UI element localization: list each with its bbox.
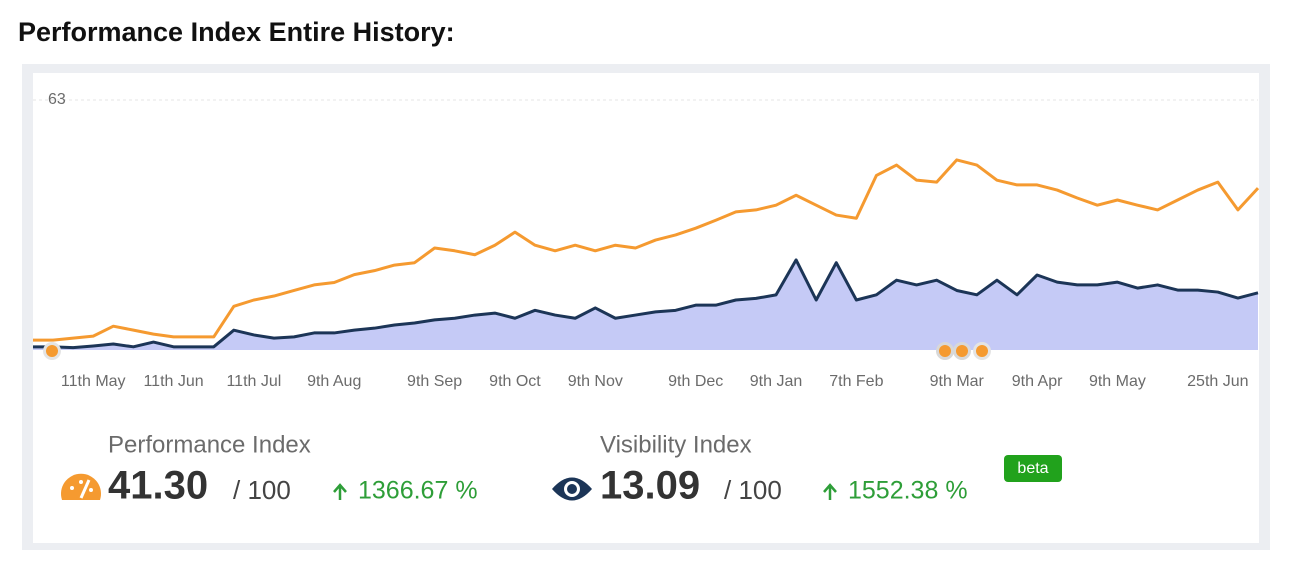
line (33, 258, 1259, 350)
x-tick-label: 9th Nov (568, 373, 623, 390)
x-tick-label: 25th Jun (1187, 373, 1248, 390)
stat-value: 41.30 (108, 464, 208, 508)
stat-value: 13.09 (600, 464, 700, 508)
beta-badge (1004, 455, 1062, 482)
gauge-icon (60, 473, 102, 500)
event-markers (43, 342, 991, 360)
plot: 63 11th May 11th Jun 11th Jul 9th Aug 9th Sep… (33, 91, 1260, 390)
eye-icon (552, 477, 592, 501)
x-tick-label: 9th Mar (930, 373, 985, 390)
stat-max: / 100 (233, 475, 291, 505)
up-arrow (823, 483, 837, 500)
marker (976, 345, 988, 357)
x-tick-label: 9th Jan (750, 373, 802, 390)
x-tick-label: 9th Dec (668, 373, 723, 390)
stat-change: 1552.38 % (848, 477, 968, 505)
y-tick-label: 63 (48, 91, 66, 108)
x-tick-label: 9th Sep (407, 373, 462, 390)
marker (46, 345, 58, 357)
marker (939, 345, 951, 357)
stat-change: 1366.67 % (358, 477, 478, 505)
heading: Performance Index Entire History: (18, 17, 455, 47)
stat-label: Performance Index (108, 431, 311, 458)
x-tick-label: 11th Jun (143, 373, 203, 390)
x-tick-label: 9th May (1089, 373, 1146, 390)
area (33, 259, 1258, 350)
x-tick-label: 9th Aug (307, 373, 361, 390)
up-arrow (333, 483, 347, 500)
x-tick-label: 7th Feb (829, 373, 883, 390)
marker (956, 345, 968, 357)
x-tick-label: 11th May (61, 373, 126, 390)
beta-label: beta (1017, 460, 1048, 477)
stat-label: Visibility Index (600, 431, 752, 458)
x-tick-label: 9th Oct (489, 373, 541, 390)
x-tick-label: 11th Jul (226, 373, 281, 390)
x-tick-label: 9th Apr (1012, 373, 1063, 390)
stat-max: / 100 (724, 475, 782, 505)
line (33, 158, 1260, 342)
